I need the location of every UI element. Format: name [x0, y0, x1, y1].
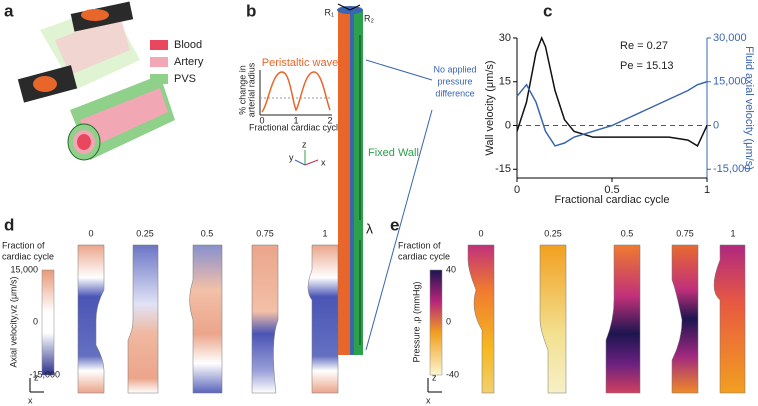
fixed-wall-label: Fixed Wall [368, 147, 419, 159]
panel-letter: e [390, 215, 399, 234]
note: difference [435, 88, 474, 98]
y2-axis-label: Fluid axial velocity (μm/s) [743, 46, 755, 170]
panel-letter: b [246, 1, 256, 20]
inset-ylabel: % change in [237, 65, 247, 115]
y2-tick-label: 30,000 [713, 32, 747, 44]
note: No applied [433, 64, 476, 74]
colorbar [41, 269, 55, 376]
inset-xlabel: Fractional cardiac cycle [249, 122, 343, 132]
x-tick-label: 1 [704, 184, 710, 196]
axis-name: z [432, 372, 437, 382]
x-tick-label: 0 [514, 184, 520, 196]
column-label: 0.75 [256, 228, 274, 238]
colorbar-label: Pressure ,p (mmHg) [411, 281, 421, 362]
axes-icon [29, 378, 44, 393]
column-label: 0.25 [136, 228, 154, 238]
note: pressure [437, 76, 472, 86]
x-axis-label: Fractional cardiac cycle [555, 194, 670, 206]
axis-name: z [302, 139, 307, 149]
colorbar-tick: 15,000 [10, 264, 38, 274]
panel-letter: c [543, 1, 552, 20]
legend: Blood Artery PVS [150, 39, 204, 85]
panel-letter: a [4, 1, 14, 20]
header: cardiac cycle [2, 251, 54, 261]
r2-label: R₂ [364, 13, 374, 23]
axes-icon [427, 378, 442, 393]
colorbar-tick: 0 [446, 316, 451, 326]
column-label: 0.75 [676, 228, 694, 238]
inset-plot [259, 70, 332, 116]
wall-diagram [294, 3, 433, 355]
inset-tick-label: 0 [259, 115, 264, 125]
header: Fraction of [2, 240, 45, 250]
axis-name: x [321, 157, 326, 167]
column-label: 0.5 [621, 228, 634, 238]
column-label: 0.25 [544, 228, 562, 238]
axis-name: x [28, 395, 33, 405]
colorbar-label: Axial velocity,vz (μm/s) [8, 276, 18, 367]
pressure-fields [467, 244, 746, 394]
header: cardiac cycle [398, 251, 450, 261]
header: Fraction of [398, 240, 441, 250]
colorbar [429, 269, 443, 376]
colorbar-tick: 40 [446, 264, 456, 274]
y-tick-label: 0 [505, 119, 511, 131]
inset-tick-label: 2 [327, 115, 332, 125]
lambda-label: λ [366, 221, 373, 237]
x-tick-label: 0.5 [604, 184, 619, 196]
legend-label: Artery [174, 56, 204, 68]
colorbar-tick: -15,000 [29, 369, 60, 379]
legend-swatch [150, 57, 168, 67]
colorbar-tick: -40 [446, 369, 459, 379]
legend-swatch [150, 40, 168, 50]
y2-tick-label: 15,000 [713, 76, 747, 88]
inset-tick-label: 1 [293, 115, 298, 125]
colorbar-tick: 0 [33, 316, 38, 326]
column-label: 0 [478, 228, 483, 238]
vessel-illustration [17, 1, 175, 161]
y2-tick-label: 0 [713, 119, 719, 131]
legend-label: PVS [174, 73, 196, 85]
column-label: 1 [730, 228, 735, 238]
annotation: Re = 0.27 [620, 40, 668, 52]
inset-title: Peristaltic wave [262, 57, 338, 69]
column-label: 0.5 [201, 228, 214, 238]
axis-name: z [34, 372, 39, 382]
series-line [516, 81, 708, 147]
y-tick-label: 15 [499, 76, 511, 88]
y-tick-label: 30 [499, 32, 511, 44]
r1-label: R₁ [324, 7, 334, 17]
axis-name: y [289, 152, 294, 162]
annotation: Pe = 15.13 [620, 60, 674, 72]
legend-swatch [150, 74, 168, 84]
y2-tick-label: -15,000 [713, 163, 750, 175]
column-label: 0 [88, 228, 93, 238]
axis-name: x [426, 395, 431, 405]
inset-ylabel: arterial radius [246, 62, 256, 117]
y-tick-label: -15 [495, 163, 511, 175]
legend-label: Blood [174, 39, 202, 51]
velocity-fields [77, 244, 339, 394]
y-axis-label: Wall velocity (μm/s) [484, 60, 496, 155]
column-label: 1 [322, 228, 327, 238]
panel-letter: d [4, 215, 14, 234]
